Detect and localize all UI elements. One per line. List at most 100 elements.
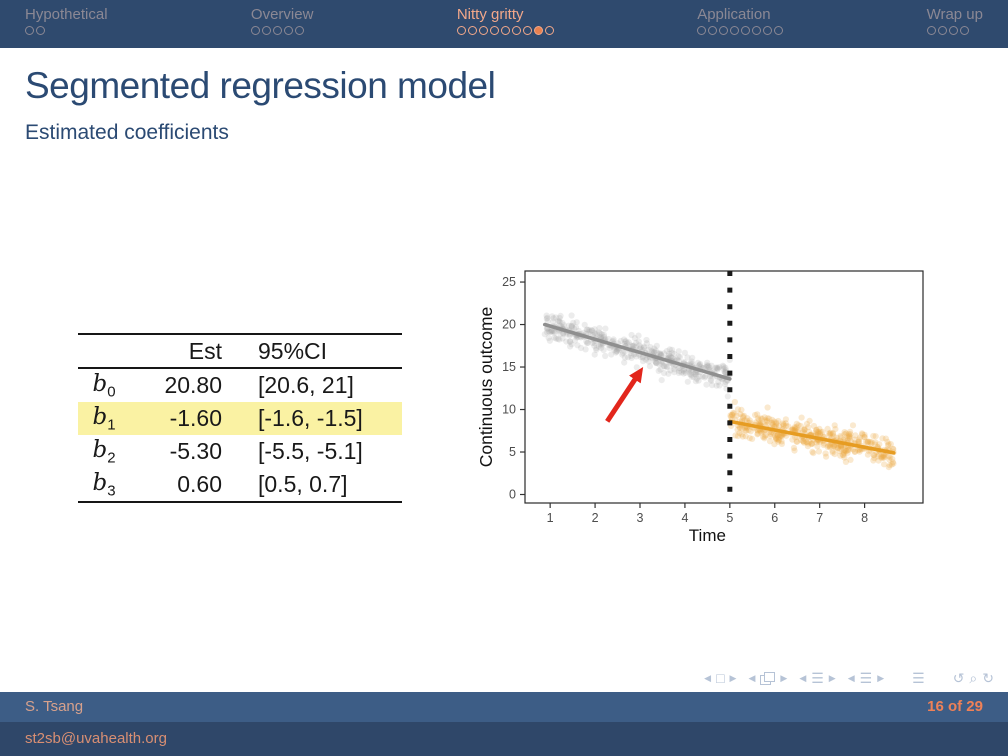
nav-dot[interactable] [522, 26, 532, 35]
nav-dot-current[interactable] [533, 26, 543, 35]
author-name: S. Tsang [25, 698, 84, 715]
column-header: Est [188, 337, 222, 364]
nav-frame-dots [926, 26, 983, 35]
annotation-arrow [605, 367, 644, 423]
svg-text:5: 5 [726, 511, 733, 525]
nav-dot[interactable] [741, 26, 751, 35]
prev-slide-icon[interactable]: ◀ [704, 672, 712, 683]
coefficients-table: Est 95%CI b0 20.80 [20.6, 21] b1 -1.60 [-1.6, -… [78, 333, 402, 503]
frames-icon[interactable] [760, 671, 776, 685]
nav-section-nitty-gritty[interactable]: Nitty gritty [456, 6, 554, 48]
nav-symbol-group: ◀ ☰ ▶ [799, 671, 835, 685]
nav-dot[interactable] [752, 26, 762, 35]
svg-text:7: 7 [816, 511, 823, 525]
nav-dot[interactable] [926, 26, 936, 35]
nav-dot[interactable] [708, 26, 718, 35]
nav-dot[interactable] [36, 26, 45, 35]
svg-text:5: 5 [509, 445, 516, 459]
nav-dot[interactable] [937, 26, 947, 35]
nav-dot[interactable] [730, 26, 740, 35]
chart-svg: 1 2 3 4 5 6 7 8 Time 0 5 10 15 20 25 Continuous outcome [476, 270, 924, 545]
nav-dot[interactable] [294, 26, 304, 35]
y-axis: 0 5 10 15 20 25 Continuous outcome [476, 275, 525, 502]
nav-section-wrap-up[interactable]: Wrap up [926, 6, 983, 48]
x-axis-label: Time [689, 526, 726, 545]
email-link[interactable]: st2sb@uvahealth.org [25, 730, 167, 747]
nav-section-label: Wrap up [926, 6, 983, 23]
nav-dot[interactable] [489, 26, 499, 35]
nav-dot[interactable] [959, 26, 969, 35]
nav-dot[interactable] [948, 26, 958, 35]
table-row-b0: b0 20.80 [20.6, 21] [78, 369, 402, 402]
nav-section-label: Nitty gritty [456, 6, 524, 23]
nav-dot[interactable] [478, 26, 488, 35]
next-slide-icon[interactable]: ▶ [729, 672, 737, 683]
coefficient-term: b1 [92, 403, 116, 434]
presentation-icon[interactable]: ☰ [912, 670, 925, 686]
footer-author-bar: S. Tsang 16 of 29 [0, 692, 1008, 722]
nav-symbol-group: ☰ [912, 671, 925, 685]
next-section-icon[interactable]: ▶ [877, 672, 885, 683]
nav-symbol-group: ◀ ▶ [748, 671, 788, 685]
estimate-value: 0.60 [177, 471, 222, 497]
segmented-regression-chart: 1 2 3 4 5 6 7 8 Time 0 5 10 15 20 25 Continuous outcome [476, 263, 943, 553]
next-frame-icon[interactable]: ▶ [780, 672, 788, 683]
x-axis: 1 2 3 4 5 6 7 8 Time [547, 503, 868, 545]
footer-email-bar: st2sb@uvahealth.org [0, 722, 1008, 756]
prev-frame-icon[interactable]: ◀ [748, 672, 756, 683]
nav-dot[interactable] [250, 26, 260, 35]
nav-dot[interactable] [272, 26, 282, 35]
nav-frame-dots [456, 26, 554, 35]
forward-icon[interactable]: ↻ [982, 670, 994, 686]
svg-text:25: 25 [502, 275, 516, 289]
table-header-row: Est 95%CI [78, 335, 402, 369]
nav-section-hypothetical[interactable]: Hypothetical [25, 7, 108, 48]
svg-text:1: 1 [547, 511, 554, 525]
nav-dot[interactable] [261, 26, 271, 35]
prev-subsection-icon[interactable]: ◀ [799, 672, 807, 683]
nav-section-application[interactable]: Application [697, 6, 784, 48]
nav-dot[interactable] [774, 26, 784, 35]
svg-text:20: 20 [502, 318, 516, 332]
nav-frame-dots [697, 26, 784, 35]
section-icon[interactable]: ☰ [859, 670, 873, 686]
navigation-symbols-bar: ◀ □ ▶ ◀ ▶ ◀ ☰ ▶ ◀ ☰ ▶ ☰ ↺ ⌕ ↻ [704, 668, 994, 688]
nav-dot[interactable] [511, 26, 521, 35]
nav-section-overview[interactable]: Overview [250, 7, 314, 48]
nav-frame-dots [250, 26, 314, 35]
nav-dot[interactable] [500, 26, 510, 35]
prev-section-icon[interactable]: ◀ [847, 672, 855, 683]
nav-dot[interactable] [283, 26, 293, 35]
svg-text:0: 0 [509, 488, 516, 502]
y-axis-label: Continuous outcome [478, 307, 496, 468]
coefficient-term: b2 [92, 436, 116, 467]
panel-border [524, 270, 924, 504]
nav-symbol-group: ◀ □ ▶ [704, 671, 736, 685]
svg-text:10: 10 [502, 403, 516, 417]
slide-icon[interactable]: □ [716, 670, 725, 686]
nav-frame-dots [25, 26, 108, 35]
coefficient-term: b3 [92, 469, 116, 500]
next-subsection-icon[interactable]: ▶ [828, 672, 836, 683]
nav-dot[interactable] [456, 26, 466, 35]
coefficient-term: b0 [92, 370, 116, 401]
confidence-interval: [-5.5, -5.1] [258, 438, 363, 464]
find-icon[interactable]: ⌕ [969, 670, 978, 686]
nav-dot[interactable] [719, 26, 729, 35]
nav-dot[interactable] [467, 26, 477, 35]
back-icon[interactable]: ↺ [952, 670, 965, 686]
confidence-interval: [20.6, 21] [258, 372, 354, 398]
table-row-b2: b2 -5.30 [-5.5, -5.1] [78, 435, 402, 468]
nav-dot[interactable] [697, 26, 707, 35]
svg-text:8: 8 [861, 511, 868, 525]
page-title: Segmented regression model [25, 65, 496, 106]
nav-dot[interactable] [25, 26, 34, 35]
estimate-value: -5.30 [169, 438, 222, 464]
nav-dot[interactable] [763, 26, 773, 35]
table-row-b1: b1 -1.60 [-1.6, -1.5] [78, 402, 402, 435]
nav-dot[interactable] [544, 26, 554, 35]
table-row-b3: b3 0.60 [0.5, 0.7] [78, 468, 402, 501]
nav-section-label: Application [697, 6, 771, 23]
subsection-icon[interactable]: ☰ [811, 670, 824, 686]
